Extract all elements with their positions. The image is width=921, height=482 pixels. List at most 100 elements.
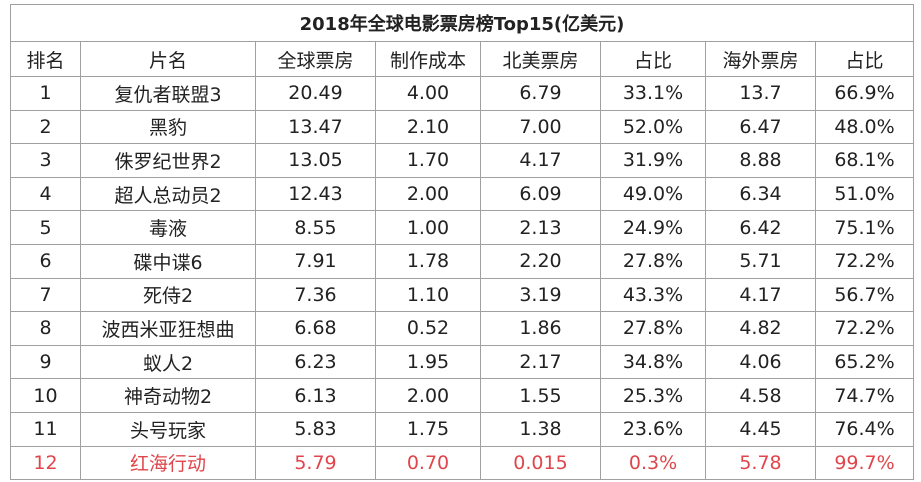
table-cell: 5.71 — [705, 243, 816, 279]
table-cell: 7.36 — [255, 277, 376, 313]
table-cell: 56.7% — [815, 277, 914, 313]
table-cell: 27.8% — [600, 311, 706, 346]
table-cell: 7.91 — [255, 243, 376, 279]
table-row: 2 黑豹 13.47 2.10 7.00 52.0% 6.47 48.0% — [10, 109, 914, 145]
table-cell: 1.95 — [375, 344, 481, 380]
table-row: 7 死侍2 7.36 1.10 3.19 43.3% 4.17 56.7% — [10, 277, 914, 313]
table-cell: 4.58 — [705, 378, 816, 413]
table-cell: 5 — [10, 210, 81, 245]
table-cell: 6.13 — [255, 378, 376, 413]
box-office-table: 2018年全球电影票房榜Top15(亿美元) 排名 片名 全球票房 制作成本 北美票房占… — [10, 4, 914, 481]
table-cell: 5.79 — [255, 445, 376, 481]
table-cell: 99.7% — [815, 445, 914, 481]
table-cell: 4.17 — [705, 277, 816, 313]
header-row: 排名 片名 全球票房 制作成本 北美票房 占比 海外票房 占比 — [10, 41, 914, 77]
table-cell: 72.2% — [815, 311, 914, 346]
table-cell: 超人总动员2 — [80, 176, 256, 212]
table-cell: 75.1% — [815, 210, 914, 245]
table-cell: 毒液 — [80, 210, 256, 245]
table-cell: 6 — [10, 243, 81, 279]
table-cell: 13.7 — [705, 76, 816, 111]
table-cell: 72.2% — [815, 243, 914, 279]
table-cell: 48.0% — [815, 109, 914, 145]
table-row: 3 侏罗纪世界2 13.05 1.70 4.17 31.9% 8.88 68.1% — [10, 143, 914, 178]
table-cell: 6.42 — [705, 210, 816, 245]
table-row: 10 神奇动物2 6.13 2.00 1.55 25.3% 4.58 74.7% — [10, 378, 914, 413]
header-cell: 全球票房 — [255, 41, 376, 77]
header-cell: 排名 — [10, 41, 81, 77]
table-cell: 1.38 — [480, 411, 601, 447]
table-cell: 33.1% — [600, 76, 706, 111]
table-cell: 波西米亚狂想曲 — [80, 311, 256, 346]
table-cell: 2 — [10, 109, 81, 145]
table-cell: 76.4% — [815, 411, 914, 447]
table-cell: 52.0% — [600, 109, 706, 145]
table-cell: 2.13 — [480, 210, 601, 245]
table-cell: 6.09 — [480, 176, 601, 212]
table-cell: 头号玩家 — [80, 411, 256, 447]
table-cell: 13.47 — [255, 109, 376, 145]
table-cell: 6.23 — [255, 344, 376, 380]
table-row: 11 头号玩家 5.83 1.75 1.38 23.6% 4.45 76.4% — [10, 411, 914, 447]
table-cell: 2.00 — [375, 378, 481, 413]
table-cell: 5.78 — [705, 445, 816, 481]
table-cell: 2.20 — [480, 243, 601, 279]
table-cell: 20.49 — [255, 76, 376, 111]
table-cell: 12 — [10, 445, 81, 481]
table-cell: 1.70 — [375, 143, 481, 178]
table-cell: 0.70 — [375, 445, 481, 481]
header-cell: 制作成本 — [375, 41, 481, 77]
header-cell: 占比 — [815, 41, 914, 77]
table-title: 2018年全球电影票房榜Top15(亿美元) — [10, 4, 914, 42]
table-cell: 0.3% — [600, 445, 706, 481]
title-row: 2018年全球电影票房榜Top15(亿美元) — [10, 4, 914, 42]
table-cell: 1.00 — [375, 210, 481, 245]
table-cell: 25.3% — [600, 378, 706, 413]
table-cell: 7 — [10, 277, 81, 313]
table-cell: 23.6% — [600, 411, 706, 447]
table-cell: 4.06 — [705, 344, 816, 380]
table-cell: 2.10 — [375, 109, 481, 145]
table-cell: 7.00 — [480, 109, 601, 145]
table-cell: 4.45 — [705, 411, 816, 447]
table-cell: 43.3% — [600, 277, 706, 313]
table-row: 12 红海行动 5.79 0.70 0.015 0.3% 5.78 99.7% — [10, 445, 914, 481]
table-row: 4 超人总动员2 12.43 2.00 6.09 49.0% 6.34 51.0% — [10, 176, 914, 212]
header-cell: 海外票房 — [705, 41, 816, 77]
table-cell: 4.82 — [705, 311, 816, 346]
table-cell: 0.52 — [375, 311, 481, 346]
table-cell: 碟中谍6 — [80, 243, 256, 279]
table-body: 1 复仇者联盟3 20.49 4.00 6.79 33.1% 13.7 66.9% 2 黑豹 13.… — [10, 76, 914, 481]
table-cell: 0.015 — [480, 445, 601, 481]
table-cell: 68.1% — [815, 143, 914, 178]
table-cell: 1.55 — [480, 378, 601, 413]
table-cell: 4.17 — [480, 143, 601, 178]
table-cell: 31.9% — [600, 143, 706, 178]
table-cell: 4 — [10, 176, 81, 212]
table-cell: 74.7% — [815, 378, 914, 413]
table-cell: 51.0% — [815, 176, 914, 212]
table-cell: 侏罗纪世界2 — [80, 143, 256, 178]
table-cell: 66.9% — [815, 76, 914, 111]
table-cell: 红海行动 — [80, 445, 256, 481]
table-cell: 3.19 — [480, 277, 601, 313]
table-cell: 1 — [10, 76, 81, 111]
table-cell: 5.83 — [255, 411, 376, 447]
header-cell: 片名 — [80, 41, 256, 77]
table-cell: 1.75 — [375, 411, 481, 447]
table-cell: 复仇者联盟3 — [80, 76, 256, 111]
table-cell: 11 — [10, 411, 81, 447]
table-cell: 13.05 — [255, 143, 376, 178]
table-cell: 2.00 — [375, 176, 481, 212]
table-cell: 1.78 — [375, 243, 481, 279]
table-cell: 8.88 — [705, 143, 816, 178]
table-row: 6 碟中谍6 7.91 1.78 2.20 27.8% 5.71 72.2% — [10, 243, 914, 279]
table-cell: 3 — [10, 143, 81, 178]
table-cell: 49.0% — [600, 176, 706, 212]
table-cell: 8 — [10, 311, 81, 346]
table-row: 1 复仇者联盟3 20.49 4.00 6.79 33.1% 13.7 66.9% — [10, 76, 914, 111]
table-cell: 6.47 — [705, 109, 816, 145]
table-cell: 24.9% — [600, 210, 706, 245]
table-cell: 10 — [10, 378, 81, 413]
table-cell: 1.10 — [375, 277, 481, 313]
